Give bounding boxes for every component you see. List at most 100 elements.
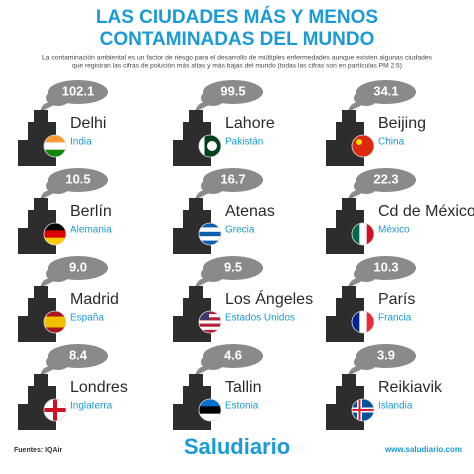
flag-stripe: [199, 329, 221, 333]
city-name: Beijing: [378, 115, 426, 132]
flag-stripe: [352, 223, 360, 245]
city-name: Atenas: [225, 203, 275, 220]
city-card: 10.3 París Francia: [326, 256, 416, 342]
city-card: 22.3 Cd de México México: [326, 168, 474, 254]
flag-stripe: [44, 311, 66, 317]
flag-border: [198, 398, 222, 422]
country-name: México: [378, 225, 410, 236]
city-name: Londres: [70, 379, 128, 396]
flag: [352, 135, 374, 157]
flag-stripe: [44, 322, 66, 328]
country-name: India: [70, 137, 92, 148]
flag: [44, 311, 66, 333]
pollution-value: 8.4: [69, 347, 88, 362]
country-name: Islandia: [378, 401, 413, 412]
smoke-cloud: [201, 90, 225, 106]
flag-stripe: [352, 311, 360, 333]
source: Fuentes: IQAir: [14, 447, 63, 454]
flag: [352, 311, 374, 333]
flag-stripe: [199, 320, 221, 325]
country-name: China: [378, 137, 405, 148]
country-name: Inglaterra: [70, 401, 113, 412]
flag-stripe: [44, 142, 66, 151]
country-name: Estonia: [225, 401, 259, 412]
city-card: 8.4 Londres Inglaterra: [18, 344, 128, 430]
flag-stripe: [199, 406, 221, 415]
smoke-cloud: [354, 266, 378, 282]
flag: [199, 311, 221, 333]
flag-moon: [207, 141, 217, 151]
flag: [199, 135, 221, 157]
city-card: 16.7 Atenas Grecia: [173, 168, 275, 254]
city-card: 3.9 Reikiavik Islandia: [326, 344, 443, 430]
flag-stripe: [199, 323, 221, 328]
flag-border: [351, 398, 375, 422]
pollution-value: 9.5: [224, 259, 242, 274]
flag-border: [198, 222, 222, 246]
flag-stripe: [44, 135, 66, 143]
pollution-value: 10.5: [65, 171, 90, 186]
country-name: España: [70, 313, 104, 324]
city-name: Madrid: [70, 291, 119, 308]
city-name: Lahore: [225, 115, 275, 132]
country-name: Pakistán: [225, 137, 263, 148]
brand-logo: Saludiario: [184, 434, 290, 459]
pollution-value: 102.1: [62, 83, 95, 98]
city-card: 34.1 Beijing China: [326, 80, 426, 166]
flag-stripe: [359, 311, 368, 333]
flag-stripe: [199, 231, 221, 237]
smoke-cloud: [201, 178, 225, 194]
pollution-value: 99.5: [220, 83, 245, 98]
country-name: Estados Unidos: [225, 313, 295, 324]
flag-stripe: [44, 327, 66, 333]
smoke-cloud: [201, 266, 225, 282]
smoke-cloud: [46, 178, 70, 194]
city-card: 10.5 Berlín Alemania: [18, 168, 112, 254]
flag: [199, 399, 221, 421]
smoke-cloud: [354, 178, 378, 194]
flag-stripe: [199, 135, 205, 157]
pollution-value: 9.0: [69, 259, 87, 274]
smoke-cloud: [46, 354, 70, 370]
country-name: Grecia: [225, 225, 255, 236]
smoke-cloud: [354, 90, 378, 106]
flag: [352, 223, 374, 245]
flag-border: [351, 310, 375, 334]
pollution-value: 3.9: [377, 347, 395, 362]
flag-cross: [44, 408, 66, 412]
smoke-cloud: [201, 354, 225, 370]
title-line: CONTAMINADAS DEL MUNDO: [100, 29, 375, 50]
city-card: 9.0 Madrid España: [18, 256, 119, 342]
pollution-value: 34.1: [373, 83, 398, 98]
flag-stripe: [199, 311, 221, 315]
title-line: LAS CIUDADES MÁS Y MENOS: [96, 6, 378, 28]
flag-stripe: [366, 223, 374, 245]
flag-stripe: [44, 316, 66, 323]
flag-stripe: [44, 237, 66, 245]
flag-border: [351, 134, 375, 158]
country-name: Alemania: [70, 225, 112, 236]
smoke-cloud: [46, 90, 70, 106]
flag-stripe: [199, 240, 221, 245]
pollution-value: 4.6: [224, 347, 242, 362]
city-card: 102.1 Delhi India: [18, 80, 108, 166]
flag: [44, 135, 66, 157]
flag-border: [43, 310, 67, 334]
flag: [199, 223, 221, 245]
flag-stripe: [199, 326, 221, 331]
city-name: París: [378, 291, 415, 308]
flag-stripe: [199, 317, 221, 321]
flag-border: [351, 222, 375, 246]
flag-stripe: [366, 311, 374, 333]
country-name: Francia: [378, 313, 412, 324]
flag-border: [43, 134, 67, 158]
pollution-value: 16.7: [220, 171, 245, 186]
pollution-value: 10.3: [373, 259, 398, 274]
flag-border: [43, 398, 67, 422]
flag-stripe: [199, 314, 221, 318]
smoke-cloud: [46, 266, 70, 282]
flag: [44, 223, 66, 245]
city-name: Tallin: [225, 379, 261, 396]
flag-border: [198, 310, 222, 334]
